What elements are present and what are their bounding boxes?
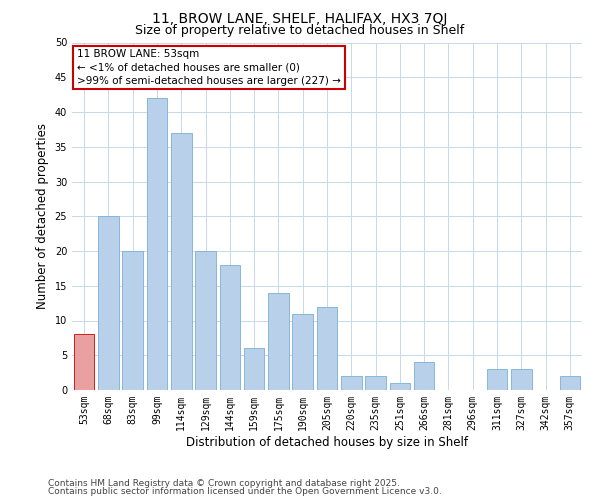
Bar <box>414 362 434 390</box>
Bar <box>560 376 580 390</box>
Bar <box>365 376 386 390</box>
Bar <box>146 98 167 390</box>
Text: Contains HM Land Registry data © Crown copyright and database right 2025.: Contains HM Land Registry data © Crown c… <box>48 478 400 488</box>
Bar <box>122 251 143 390</box>
Bar <box>341 376 362 390</box>
Bar <box>268 292 289 390</box>
Bar <box>511 369 532 390</box>
Bar <box>317 306 337 390</box>
Bar <box>98 216 119 390</box>
Bar <box>171 133 191 390</box>
Bar <box>195 251 216 390</box>
X-axis label: Distribution of detached houses by size in Shelf: Distribution of detached houses by size … <box>186 436 468 448</box>
Bar <box>74 334 94 390</box>
Bar <box>244 348 265 390</box>
Text: Contains public sector information licensed under the Open Government Licence v3: Contains public sector information licen… <box>48 487 442 496</box>
Bar <box>389 383 410 390</box>
Bar <box>220 265 240 390</box>
Y-axis label: Number of detached properties: Number of detached properties <box>36 123 49 309</box>
Bar <box>292 314 313 390</box>
Text: 11, BROW LANE, SHELF, HALIFAX, HX3 7QJ: 11, BROW LANE, SHELF, HALIFAX, HX3 7QJ <box>152 12 448 26</box>
Text: 11 BROW LANE: 53sqm
← <1% of detached houses are smaller (0)
>99% of semi-detach: 11 BROW LANE: 53sqm ← <1% of detached ho… <box>77 50 341 86</box>
Text: Size of property relative to detached houses in Shelf: Size of property relative to detached ho… <box>136 24 464 37</box>
Bar <box>487 369 508 390</box>
